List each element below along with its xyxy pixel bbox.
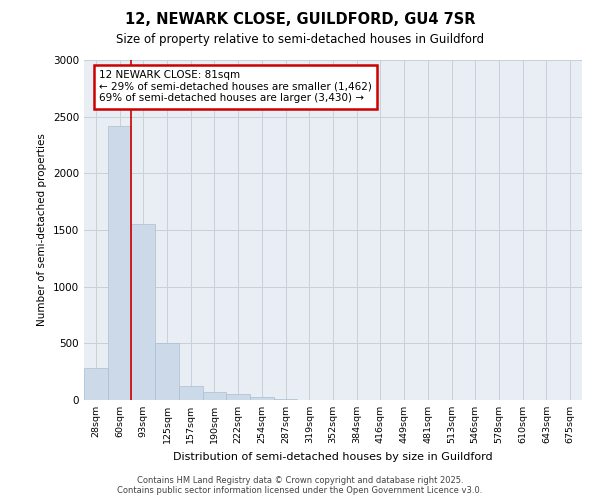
Bar — [84, 368, 108, 400]
X-axis label: Distribution of semi-detached houses by size in Guildford: Distribution of semi-detached houses by … — [173, 452, 493, 462]
Text: 12 NEWARK CLOSE: 81sqm
← 29% of semi-detached houses are smaller (1,462)
69% of : 12 NEWARK CLOSE: 81sqm ← 29% of semi-det… — [99, 70, 372, 103]
Text: 12, NEWARK CLOSE, GUILDFORD, GU4 7SR: 12, NEWARK CLOSE, GUILDFORD, GU4 7SR — [125, 12, 475, 28]
Bar — [250, 396, 274, 400]
Bar — [108, 126, 131, 400]
Bar — [179, 386, 203, 400]
Text: Size of property relative to semi-detached houses in Guildford: Size of property relative to semi-detach… — [116, 32, 484, 46]
Text: Contains HM Land Registry data © Crown copyright and database right 2025.
Contai: Contains HM Land Registry data © Crown c… — [118, 476, 482, 495]
Bar — [155, 344, 179, 400]
Bar — [131, 224, 155, 400]
Y-axis label: Number of semi-detached properties: Number of semi-detached properties — [37, 134, 47, 326]
Bar — [226, 394, 250, 400]
Bar — [203, 392, 226, 400]
